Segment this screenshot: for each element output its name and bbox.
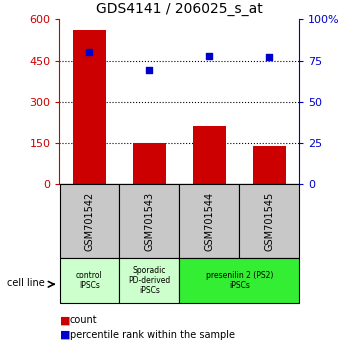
FancyBboxPatch shape — [239, 184, 299, 258]
Text: GSM701544: GSM701544 — [204, 192, 214, 251]
Text: ■: ■ — [59, 315, 70, 325]
FancyBboxPatch shape — [59, 258, 119, 303]
Text: GSM701542: GSM701542 — [84, 192, 95, 251]
Point — [207, 53, 212, 58]
Text: GSM701545: GSM701545 — [264, 192, 274, 251]
Bar — [133, 143, 166, 184]
Point — [267, 55, 272, 60]
Text: control
IPSCs: control IPSCs — [76, 271, 103, 290]
FancyBboxPatch shape — [119, 184, 180, 258]
Point — [147, 68, 152, 73]
Text: ■: ■ — [59, 330, 70, 339]
Point — [87, 50, 92, 55]
Text: GSM701543: GSM701543 — [144, 192, 154, 251]
Text: count: count — [70, 315, 97, 325]
FancyBboxPatch shape — [119, 258, 180, 303]
Bar — [73, 30, 106, 184]
Text: cell line: cell line — [7, 278, 45, 288]
FancyBboxPatch shape — [180, 184, 239, 258]
FancyBboxPatch shape — [59, 184, 119, 258]
Title: GDS4141 / 206025_s_at: GDS4141 / 206025_s_at — [96, 2, 263, 16]
Text: presenilin 2 (PS2)
iPSCs: presenilin 2 (PS2) iPSCs — [206, 271, 273, 290]
Text: percentile rank within the sample: percentile rank within the sample — [70, 330, 235, 339]
FancyBboxPatch shape — [180, 258, 299, 303]
Bar — [193, 126, 226, 184]
Bar — [253, 146, 286, 184]
Text: Sporadic
PD-derived
iPSCs: Sporadic PD-derived iPSCs — [128, 266, 171, 296]
